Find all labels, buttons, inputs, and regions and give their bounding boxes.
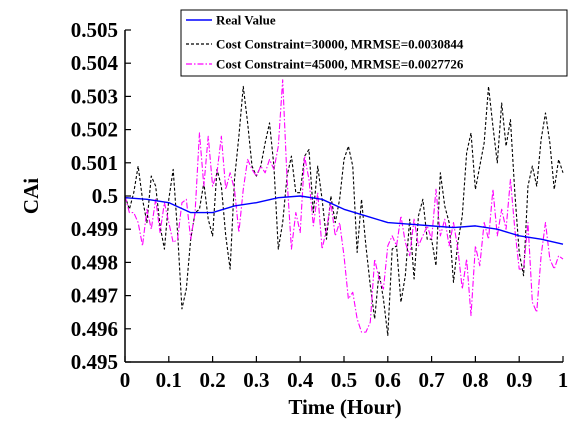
series-line-cost-30000 xyxy=(124,85,564,336)
y-tick-label: 0.502 xyxy=(71,118,118,142)
y-tick-label: 0.499 xyxy=(71,217,118,241)
series-line-real-value xyxy=(124,195,564,245)
x-tick-label: 0.3 xyxy=(243,368,269,392)
y-axis-label: CAi xyxy=(19,178,43,214)
series-line-cost-45000 xyxy=(124,79,564,333)
legend-box xyxy=(180,9,568,77)
y-tick-label: 0.496 xyxy=(71,317,118,341)
x-tick-label: 0.5 xyxy=(331,368,357,392)
y-tick-label: 0.498 xyxy=(71,250,118,274)
x-tick-label: 0 xyxy=(120,368,131,392)
x-tick-label: 0.4 xyxy=(287,368,314,392)
series-layer xyxy=(124,79,564,336)
y-tick-label: 0.505 xyxy=(71,18,118,42)
y-tick-label: 0.503 xyxy=(71,84,118,108)
legend-label-cost-45000: Cost Constraint=45000, MRMSE=0.0027726 xyxy=(216,57,464,72)
x-tick-label: 0.9 xyxy=(506,368,532,392)
legend: Real Value Cost Constraint=30000, MRMSE=… xyxy=(180,9,568,77)
x-tick-label: 0.1 xyxy=(156,368,182,392)
y-tick-label: 0.5 xyxy=(92,184,118,208)
y-tick-label: 0.504 xyxy=(71,51,119,75)
y-tick-label: 0.501 xyxy=(71,151,118,175)
x-tick-label: 0.7 xyxy=(418,368,444,392)
x-axis-label: Time (Hour) xyxy=(288,395,401,419)
x-tick-label: 0.6 xyxy=(375,368,401,392)
x-tick-label: 0.8 xyxy=(462,368,488,392)
y-tick-label: 0.497 xyxy=(71,284,118,308)
tick-layer: 0 0.1 0.2 0.3 0.4 0.5 0.6 0.7 0.8 0.9 1 0.495 0.496 0… xyxy=(71,18,568,392)
x-tick-label: 0.2 xyxy=(199,368,225,392)
x-tick-label: 1 xyxy=(558,368,568,392)
legend-label-cost-30000: Cost Constraint=30000, MRMSE=0.0030844 xyxy=(216,37,464,52)
legend-label-real-value: Real Value xyxy=(216,13,276,28)
y-tick-label: 0.495 xyxy=(71,350,118,374)
